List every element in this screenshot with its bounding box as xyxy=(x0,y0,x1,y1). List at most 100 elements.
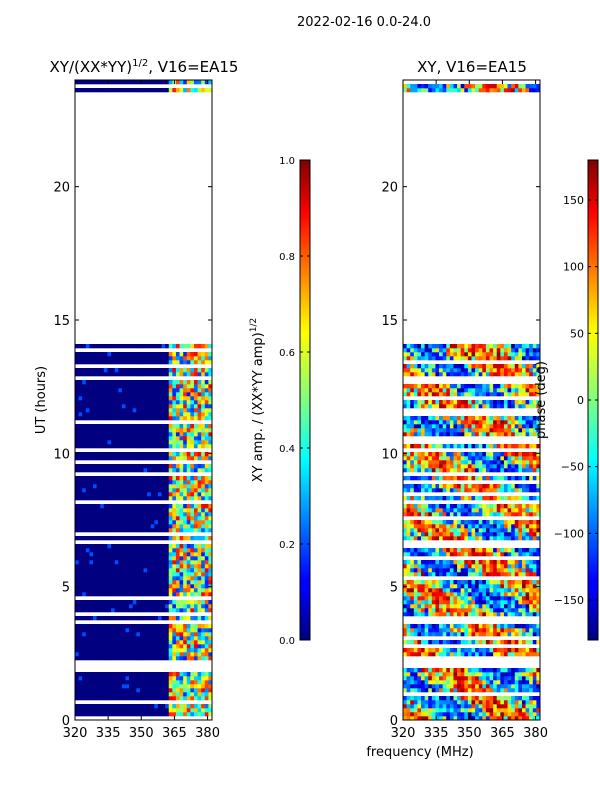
heatmap-cell xyxy=(111,80,116,85)
heatmap-cell xyxy=(85,632,90,637)
heatmap-cell xyxy=(201,544,206,549)
heatmap-cell xyxy=(193,360,198,365)
heatmap-cell xyxy=(161,80,166,85)
heatmap-cell xyxy=(507,716,512,720)
heatmap-cell xyxy=(147,680,152,685)
heatmap-cell xyxy=(500,572,505,577)
heatmap-cell xyxy=(93,432,98,437)
heatmap-cell xyxy=(464,680,469,685)
heatmap-cell xyxy=(460,624,465,629)
heatmap-cell xyxy=(125,344,130,349)
heatmap-cell xyxy=(129,712,134,717)
heatmap-cell xyxy=(525,704,530,709)
heatmap-cell xyxy=(89,628,94,633)
heatmap-cell xyxy=(417,632,422,637)
heatmap-cell xyxy=(183,432,188,437)
heatmap-cell xyxy=(428,592,433,597)
heatmap-cell xyxy=(493,568,498,573)
heatmap-cell xyxy=(154,696,159,701)
heatmap-cell xyxy=(129,632,134,637)
heatmap-cell xyxy=(417,524,422,529)
heatmap-cell xyxy=(413,524,418,529)
heatmap-cell xyxy=(139,608,144,613)
heatmap-cell xyxy=(129,428,134,433)
heatmap-cell xyxy=(165,424,170,429)
heatmap-cell xyxy=(478,648,483,653)
heatmap-cell xyxy=(147,516,152,521)
heatmap-cell xyxy=(172,504,177,509)
heatmap-cell xyxy=(521,624,526,629)
heatmap-cell xyxy=(442,668,447,673)
heatmap-cell xyxy=(503,624,508,629)
heatmap-cell xyxy=(521,588,526,593)
heatmap-cell xyxy=(507,444,512,449)
heatmap-cell xyxy=(449,580,454,585)
heatmap-cell xyxy=(139,80,144,85)
heatmap-cell xyxy=(435,624,440,629)
heatmap-cell xyxy=(161,88,166,93)
heatmap-cell xyxy=(136,360,141,365)
heatmap-cell xyxy=(460,672,465,677)
heatmap-cell xyxy=(100,408,105,413)
heatmap-cell xyxy=(496,704,501,709)
heatmap-cell xyxy=(118,536,123,541)
heatmap-cell xyxy=(96,696,101,701)
heatmap-cell xyxy=(89,528,94,533)
heatmap-cell xyxy=(532,648,537,653)
heatmap-cell xyxy=(82,676,87,681)
heatmap-cell xyxy=(482,704,487,709)
heatmap-cell xyxy=(190,512,195,517)
heatmap-cell xyxy=(132,628,137,633)
heatmap-cell xyxy=(103,416,108,421)
heatmap-cell xyxy=(114,356,119,361)
heatmap-cell xyxy=(201,572,206,577)
heatmap-cell xyxy=(75,504,80,509)
heatmap-cell xyxy=(403,668,408,673)
heatmap-cell xyxy=(471,640,476,645)
heatmap-cell xyxy=(435,648,440,653)
heatmap-cell xyxy=(442,700,447,705)
heatmap-cell xyxy=(518,524,523,529)
heatmap-cell xyxy=(525,624,530,629)
heatmap-cell xyxy=(93,508,98,513)
heatmap-cell xyxy=(467,504,472,509)
heatmap-cell xyxy=(132,520,137,525)
heatmap-cell xyxy=(150,564,155,569)
heatmap-cell xyxy=(406,552,411,557)
heatmap-cell xyxy=(511,612,516,617)
heatmap-cell xyxy=(410,704,415,709)
heatmap-cell xyxy=(143,584,148,589)
heatmap-cell xyxy=(197,688,202,693)
heatmap-cell xyxy=(503,592,508,597)
heatmap-cell xyxy=(85,436,90,441)
heatmap-cell xyxy=(175,484,180,489)
heatmap-cell xyxy=(183,372,188,377)
heatmap-cell xyxy=(165,368,170,373)
heatmap-cell xyxy=(449,524,454,529)
heatmap-cell xyxy=(172,524,177,529)
heatmap-cell xyxy=(111,676,116,681)
heatmap-cell xyxy=(107,632,112,637)
heatmap-cell xyxy=(179,552,184,557)
heatmap-cell xyxy=(403,716,408,720)
heatmap-cell xyxy=(125,424,130,429)
heatmap-cell xyxy=(482,460,487,465)
heatmap-cell xyxy=(82,352,87,357)
heatmap-cell xyxy=(121,616,126,621)
heatmap-cell xyxy=(172,692,177,697)
heatmap-cell xyxy=(139,504,144,509)
heatmap-cell xyxy=(208,656,212,661)
heatmap-cell xyxy=(431,552,436,557)
heatmap-cell xyxy=(168,488,173,493)
heatmap-cell xyxy=(529,624,534,629)
heatmap-cell xyxy=(165,516,170,521)
heatmap-cell xyxy=(111,508,116,513)
heatmap-cell xyxy=(78,704,83,709)
heatmap-cell xyxy=(165,412,170,417)
heatmap-cell xyxy=(93,628,98,633)
heatmap-cell xyxy=(129,412,134,417)
heatmap-cell xyxy=(193,584,198,589)
heatmap-cell xyxy=(129,592,134,597)
heatmap-cell xyxy=(75,652,80,657)
heatmap-cell xyxy=(471,508,476,513)
